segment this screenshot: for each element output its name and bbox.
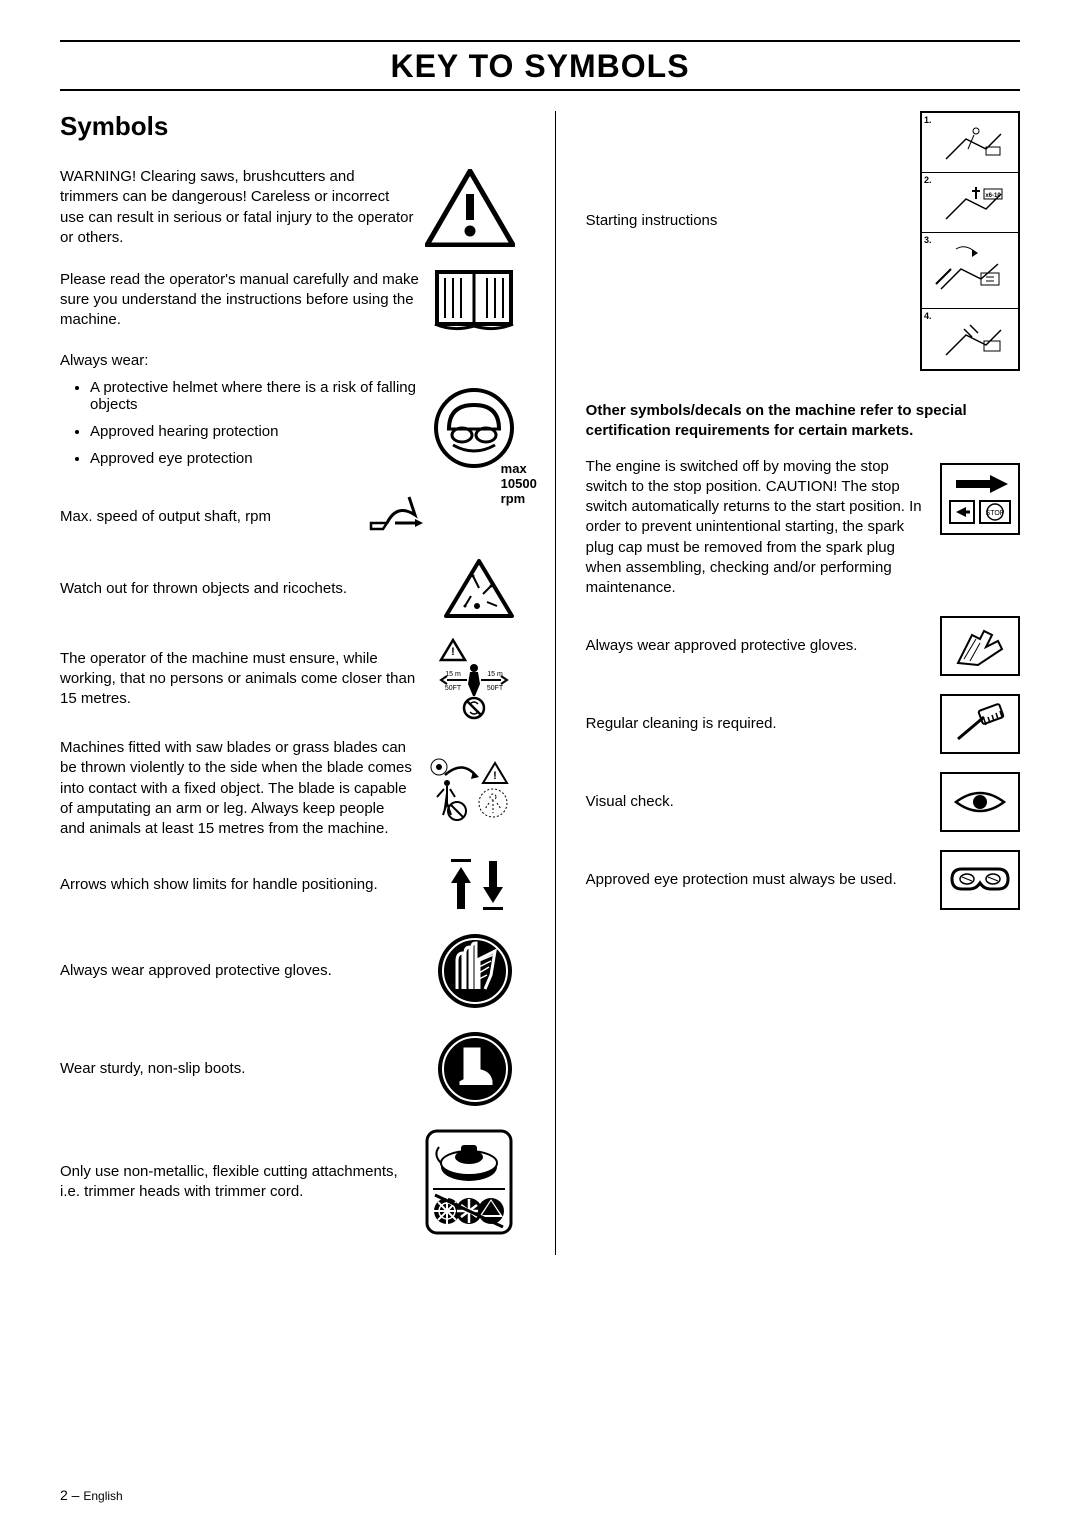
row-warning: WARNING! Clearing saws, brushcutters and… — [60, 167, 515, 248]
warning-triangle-icon — [425, 169, 515, 247]
svg-text:!: ! — [493, 770, 497, 782]
row-distance: The operator of the machine must ensure,… — [60, 638, 515, 720]
boots-circle-icon — [435, 1029, 515, 1109]
blade-text: Machines fitted with saw blades or grass… — [60, 738, 423, 839]
gloves-circle-icon — [435, 931, 515, 1011]
rpm-max-label: max — [501, 461, 527, 476]
row-engine-off: The engine is switched off by moving the… — [586, 457, 1020, 599]
rule-under — [60, 89, 1020, 91]
svg-text:50FT: 50FT — [444, 685, 461, 692]
visual-text: Visual check. — [586, 792, 940, 812]
wear-item-helmet: A protective helmet where there is a ris… — [90, 379, 433, 413]
svg-text:50FT: 50FT — [486, 685, 503, 692]
rpm-value: 10500 rpm — [501, 476, 537, 506]
page-footer: 2 – English — [60, 1487, 123, 1503]
gloves-left-text: Always wear approved protective gloves. — [60, 961, 435, 981]
row-visual: Visual check. — [586, 772, 1020, 832]
goggles-frame-icon — [940, 850, 1020, 910]
brush-frame-icon — [940, 694, 1020, 754]
engine-off-text: The engine is switched off by moving the… — [586, 457, 940, 599]
always-wear-text: Always wear: — [60, 352, 515, 369]
distance-text: The operator of the machine must ensure,… — [60, 649, 433, 710]
helmet-protection-icon — [433, 387, 515, 469]
thrown-text: Watch out for thrown objects and ricoche… — [60, 579, 443, 599]
row-cord: Only use non-metallic, flexible cutting … — [60, 1127, 515, 1237]
right-column: Starting instructions 1. 2. x6-10 3. 4. — [555, 111, 1020, 1255]
starting-instructions-icon: 1. 2. x6-10 3. 4. — [920, 111, 1020, 371]
svg-text:x6-10: x6-10 — [985, 193, 1001, 199]
cord-text: Only use non-metallic, flexible cutting … — [60, 1162, 423, 1203]
svg-text:15 m: 15 m — [487, 671, 503, 678]
thrown-objects-icon — [443, 558, 515, 620]
starting-text: Starting instructions — [586, 211, 920, 231]
row-gloves-left: Always wear approved protective gloves. — [60, 931, 515, 1011]
distance-15m-icon: ! 15 m 50FT 15 m 50FT — [433, 638, 515, 720]
trimmer-head-icon — [423, 1127, 515, 1237]
row-blade: Machines fitted with saw blades or grass… — [60, 738, 515, 839]
page-title: KEY TO SYMBOLS — [60, 48, 1020, 85]
boots-text: Wear sturdy, non-slip boots. — [60, 1059, 435, 1079]
row-thrown: Watch out for thrown objects and ricoche… — [60, 558, 515, 620]
blade-kickback-icon: ! — [423, 753, 515, 825]
wear-item-eye: Approved eye protection — [90, 450, 433, 467]
row-cleaning: Regular cleaning is required. — [586, 694, 1020, 754]
page-number: 2 — [60, 1487, 68, 1503]
open-book-icon — [433, 266, 515, 334]
manual-text: Please read the operator's manual carefu… — [60, 270, 433, 331]
row-starting: Starting instructions 1. 2. x6-10 3. 4. — [586, 111, 1020, 371]
section-heading: Symbols — [60, 111, 515, 142]
left-column: Symbols WARNING! Clearing saws, brushcut… — [60, 111, 525, 1255]
eye-frame-icon — [940, 772, 1020, 832]
eyeprot-text: Approved eye protection must always be u… — [586, 870, 940, 890]
svg-text:!: ! — [451, 646, 455, 658]
row-gloves-right: Always wear approved protective gloves. — [586, 616, 1020, 676]
rule-top — [60, 40, 1020, 42]
footer-sep: – — [68, 1487, 84, 1503]
handle-arrows-icon — [437, 857, 515, 913]
gloves-right-text: Always wear approved protective gloves. — [586, 636, 940, 656]
page-lang: English — [83, 1489, 122, 1503]
row-rpm: Max. speed of output shaft, rpm max 1050… — [60, 495, 515, 540]
row-boots: Wear sturdy, non-slip boots. — [60, 1029, 515, 1109]
cleaning-text: Regular cleaning is required. — [586, 714, 940, 734]
wear-item-hearing: Approved hearing protection — [90, 423, 433, 440]
wear-list: A protective helmet where there is a ris… — [60, 379, 433, 477]
arrows-text: Arrows which show limits for handle posi… — [60, 875, 437, 895]
svg-text:STOP: STOP — [986, 510, 1005, 517]
stop-switch-icon: STOP — [940, 463, 1020, 535]
svg-text:15 m: 15 m — [445, 671, 461, 678]
row-manual: Please read the operator's manual carefu… — [60, 266, 515, 334]
rpm-text: Max. speed of output shaft, rpm — [60, 507, 365, 527]
other-symbols-note: Other symbols/decals on the machine refe… — [586, 401, 1020, 442]
row-arrows: Arrows which show limits for handle posi… — [60, 857, 515, 913]
warning-text: WARNING! Clearing saws, brushcutters and… — [60, 167, 425, 248]
rpm-icon: max 10500 rpm — [365, 495, 515, 540]
gloves-frame-icon — [940, 616, 1020, 676]
row-eyeprot: Approved eye protection must always be u… — [586, 850, 1020, 910]
